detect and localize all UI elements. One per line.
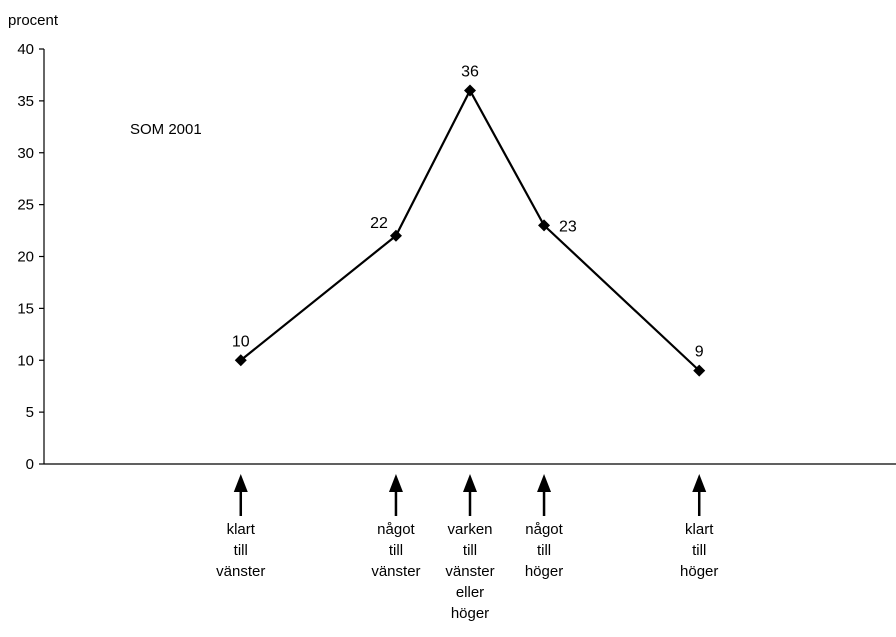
y-tick-label: 20 bbox=[17, 249, 34, 266]
series-group: 10 22 36 23 9 bbox=[232, 64, 706, 377]
category-marker: något till höger bbox=[525, 474, 564, 580]
category-label: vänster bbox=[216, 563, 265, 580]
category-label: eller bbox=[456, 584, 484, 601]
category-label: höger bbox=[525, 563, 563, 580]
category-label: höger bbox=[451, 605, 489, 622]
data-label: 23 bbox=[559, 218, 577, 235]
category-label: till bbox=[537, 542, 551, 559]
chart-annotation: SOM 2001 bbox=[130, 121, 202, 138]
category-label: vänster bbox=[371, 563, 420, 580]
data-label: 9 bbox=[695, 344, 704, 361]
y-tick-label: 25 bbox=[17, 197, 34, 214]
y-tick-label: 10 bbox=[17, 352, 34, 369]
data-point bbox=[538, 219, 551, 232]
data-label: 10 bbox=[232, 333, 250, 350]
y-tick-label: 35 bbox=[17, 93, 34, 110]
category-marker: klart till höger bbox=[680, 474, 718, 580]
arrow-icon bbox=[537, 474, 552, 492]
arrow-icon bbox=[463, 474, 477, 492]
data-point bbox=[464, 84, 476, 97]
y-tick-label: 40 bbox=[17, 41, 34, 58]
data-point bbox=[234, 354, 247, 367]
category-label: klart bbox=[685, 521, 714, 538]
y-tick-label: 0 bbox=[26, 456, 34, 473]
category-label: något bbox=[525, 521, 563, 538]
category-label: till bbox=[234, 542, 248, 559]
category-label: till bbox=[463, 542, 477, 559]
arrow-icon bbox=[388, 474, 403, 492]
series-line bbox=[240, 88, 700, 372]
data-point bbox=[693, 364, 706, 377]
arrow-icon bbox=[233, 474, 248, 492]
y-tick-label: 5 bbox=[26, 404, 34, 421]
category-label: till bbox=[692, 542, 706, 559]
data-label: 36 bbox=[461, 64, 479, 81]
category-marker: varken till vänster eller höger bbox=[445, 474, 495, 622]
category-marker: något till vänster bbox=[371, 474, 421, 580]
category-label: klart bbox=[227, 521, 256, 538]
category-label: något bbox=[377, 521, 415, 538]
category-label: varken bbox=[447, 521, 492, 538]
y-axis-label: procent bbox=[8, 12, 59, 29]
axes: 0 5 10 15 20 25 30 35 40 bbox=[17, 41, 896, 473]
data-label: 22 bbox=[370, 215, 388, 232]
category-marker: klart till vänster bbox=[216, 474, 265, 580]
category-label: till bbox=[389, 542, 403, 559]
category-label: vänster bbox=[445, 563, 494, 580]
category-markers: klart till vänster något till vänster varken ti… bbox=[216, 474, 718, 622]
y-tick-label: 30 bbox=[17, 145, 34, 162]
arrow-icon bbox=[692, 474, 707, 492]
category-label: höger bbox=[680, 563, 718, 580]
y-tick-label: 15 bbox=[17, 300, 34, 317]
data-point bbox=[389, 229, 402, 242]
